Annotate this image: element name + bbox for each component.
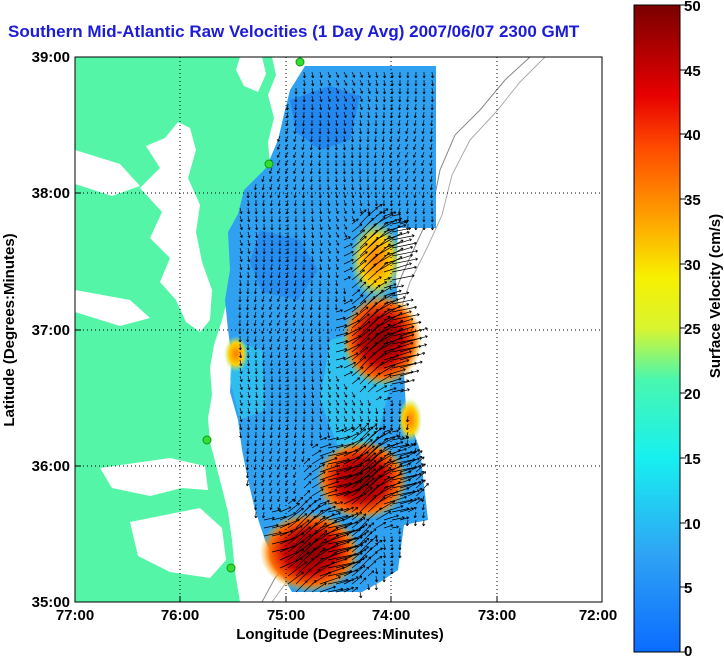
velocity-low-region [290, 86, 360, 150]
colorbar-tick-label: 5 [684, 580, 692, 597]
x-tick-label: 73:00 [478, 607, 516, 624]
x-tick-label: 77:00 [56, 607, 94, 624]
colorbar-tick-label: 40 [684, 127, 701, 144]
x-tick-label: 75:00 [267, 607, 305, 624]
delaware-bay [236, 57, 266, 92]
y-axis-label: Latitude (Degrees:Minutes) [1, 233, 18, 426]
colorbar-tick-label: 50 [684, 0, 701, 15]
colorbar-tick-label: 0 [684, 643, 692, 659]
x-tick-label: 72:00 [579, 607, 617, 624]
pamlico-sound [130, 508, 226, 578]
map-title: Southern Mid-Atlantic Raw Velocities (1 … [8, 22, 580, 41]
velocity-arrow-set [238, 71, 435, 599]
high-velocity-zone [224, 336, 248, 372]
coastal-inlet [75, 150, 140, 196]
albemarle-sound [100, 458, 208, 496]
x-tick-label: 74:00 [372, 607, 410, 624]
y-tick-label: 37:00 [32, 322, 70, 339]
colorbar-tick-label: 25 [684, 321, 701, 338]
x-axis-label: Longitude (Degrees:Minutes) [236, 626, 444, 643]
colorbar-label: Surface Velocity (cm/s) [707, 214, 724, 378]
chesapeake-bay [140, 122, 212, 332]
radar-station-marker [295, 57, 305, 67]
colorbar-tick-label: 20 [684, 386, 701, 403]
y-tick-label: 36:00 [32, 458, 70, 475]
coastal-inlet [75, 290, 150, 326]
velocity-arrows [238, 71, 435, 599]
high-velocity-zone [342, 294, 422, 386]
colorbar-tick-label: 45 [684, 63, 701, 80]
colorbar-tick-label: 15 [684, 451, 701, 468]
grid-lines [75, 57, 602, 602]
y-tick-label: 39:00 [32, 49, 70, 66]
colorbar-tick-label: 35 [684, 192, 701, 209]
x-tick-label: 76:00 [161, 607, 199, 624]
radar-station-marker [264, 159, 274, 169]
colorbar-tick-label: 30 [684, 257, 701, 274]
colorbar-tick-label: 10 [684, 516, 701, 533]
high-velocity-zone [260, 512, 360, 592]
colorbar [633, 4, 681, 653]
y-tick-label: 38:00 [32, 185, 70, 202]
radar-station-marker [226, 563, 236, 573]
high-velocity-zone [398, 398, 422, 442]
radar-station-marker [202, 435, 212, 445]
velocity-low-region [250, 230, 318, 300]
y-tick-label: 35:00 [32, 594, 70, 611]
